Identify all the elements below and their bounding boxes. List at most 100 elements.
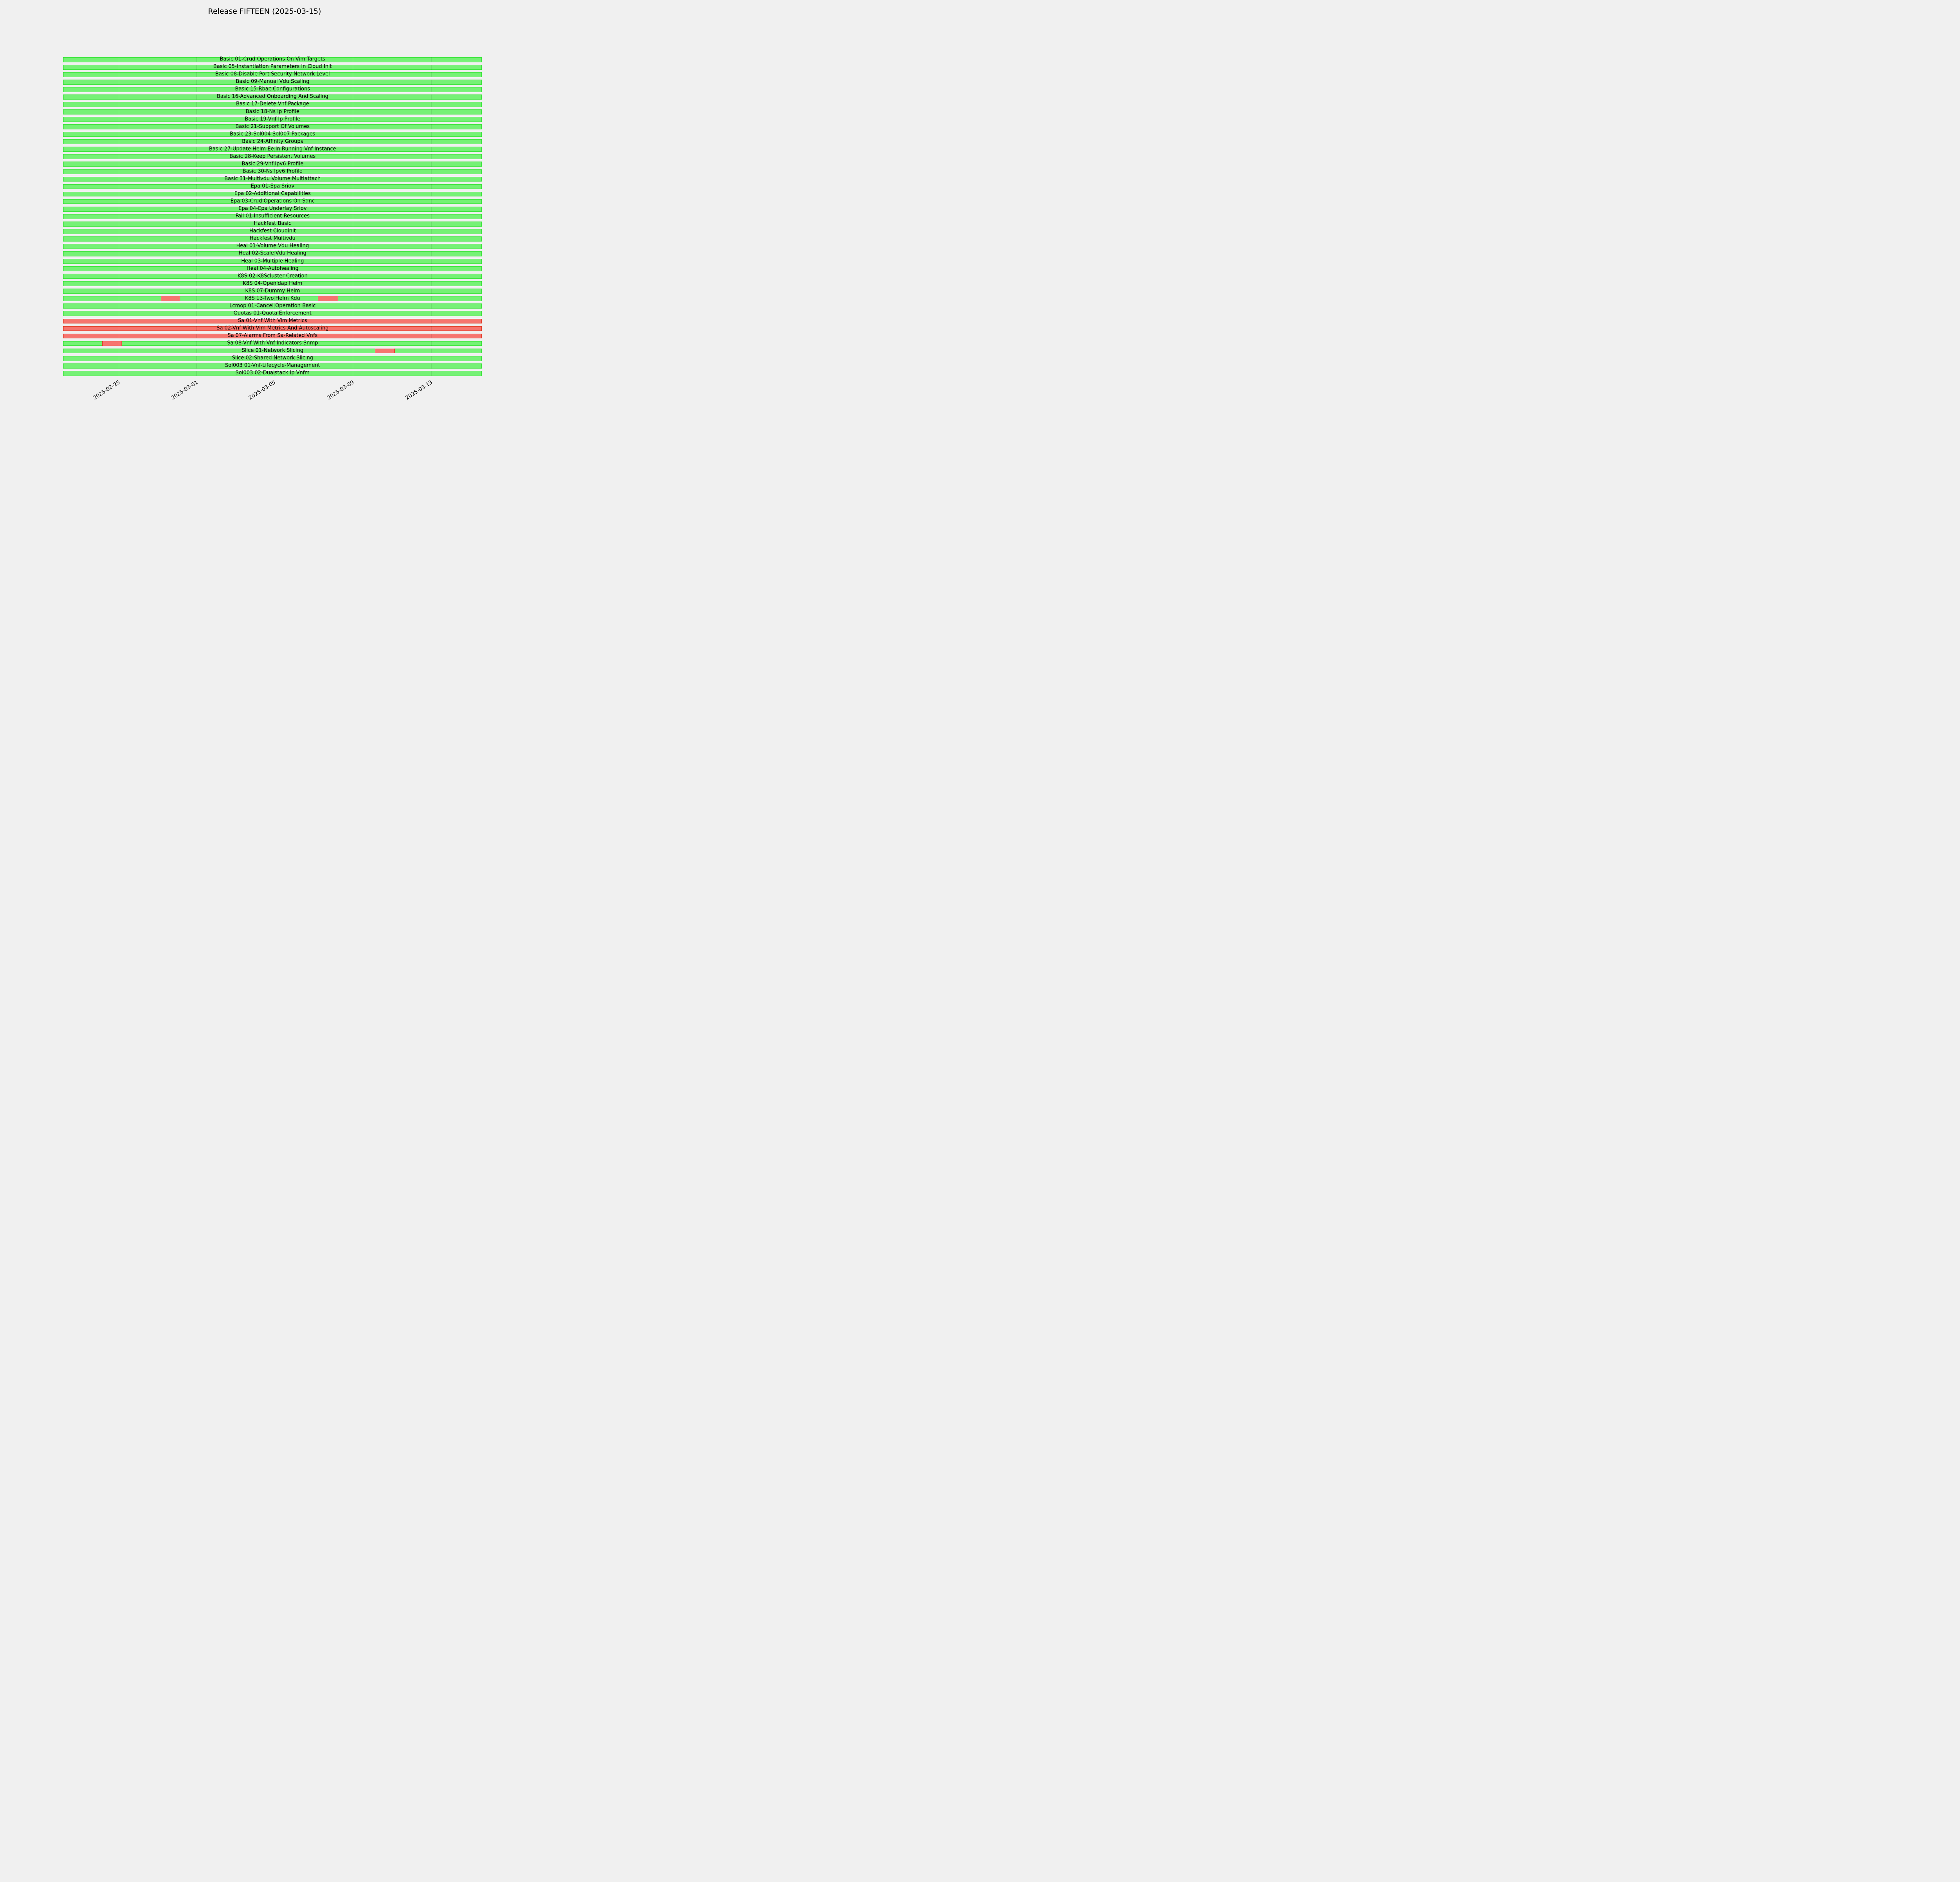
test-label: Basic 16-Advanced Onboarding And Scaling bbox=[216, 94, 328, 100]
gridline bbox=[274, 244, 275, 249]
gridline bbox=[352, 87, 354, 92]
gridline bbox=[274, 162, 275, 167]
test-row: Epa 03-Crud Operations On Sdnc bbox=[63, 198, 482, 204]
gridline bbox=[352, 169, 354, 174]
gridline bbox=[431, 214, 432, 219]
gridline bbox=[274, 64, 275, 70]
status-bar-fail bbox=[63, 326, 482, 331]
gridline bbox=[274, 229, 275, 234]
test-label: Fail 01-Insufficient Resources bbox=[235, 213, 310, 219]
status-bar-pass bbox=[63, 341, 482, 346]
test-row: Basic 18-Ns Ip Profile bbox=[63, 109, 482, 114]
test-row: Sa 02-Vnf With Vim Metrics And Autoscali… bbox=[63, 325, 482, 331]
gridline bbox=[118, 274, 120, 279]
test-row: Basic 17-Delete Vnf Package bbox=[63, 102, 482, 107]
test-label: Epa 04-Epa Underlay Sriov bbox=[238, 205, 307, 212]
test-label: Basic 05-Instantiation Parameters In Clo… bbox=[213, 64, 332, 70]
gridline bbox=[196, 236, 197, 242]
gridline bbox=[196, 169, 197, 174]
gridline bbox=[431, 139, 432, 145]
test-row: Sa 07-Alarms From Sa-Related Vnfs bbox=[63, 333, 482, 339]
gridline bbox=[118, 57, 120, 62]
gantt-plot-area: Basic 01-Crud Operations On Vim Targets B… bbox=[63, 56, 482, 376]
gridline bbox=[196, 371, 197, 376]
gridline bbox=[274, 289, 275, 294]
gridline bbox=[118, 281, 120, 287]
test-row: Basic 23-Sol004 Sol007 Packages bbox=[63, 131, 482, 137]
gridline bbox=[431, 79, 432, 85]
gridline bbox=[352, 229, 354, 234]
test-label: Basic 17-Delete Vnf Package bbox=[236, 101, 309, 107]
gridline bbox=[118, 326, 120, 331]
gridline bbox=[118, 206, 120, 212]
gridline bbox=[274, 303, 275, 309]
gridline bbox=[431, 244, 432, 249]
gridline bbox=[274, 333, 275, 339]
status-bar-pass bbox=[63, 281, 482, 287]
test-label: Quotas 01-Quota Enforcement bbox=[233, 310, 312, 316]
test-label: Heal 01-Volume Vdu Healing bbox=[236, 243, 309, 249]
gridline bbox=[431, 259, 432, 264]
status-bar-pass bbox=[63, 79, 482, 85]
status-bar-pass bbox=[63, 303, 482, 309]
gridline bbox=[431, 221, 432, 227]
test-row: Lcmop 01-Cancel Operation Basic bbox=[63, 303, 482, 309]
gridline bbox=[431, 274, 432, 279]
chart-title: Release FIFTEEN (2025-03-15) bbox=[208, 7, 321, 16]
gridline bbox=[352, 371, 354, 376]
gridline bbox=[274, 296, 275, 302]
gridline bbox=[274, 132, 275, 137]
test-row: K8S 13-Two Helm Kdu bbox=[63, 296, 482, 302]
test-label: K8S 07-Dummy Helm bbox=[245, 288, 300, 294]
test-label: Hackfest Cloudinit bbox=[249, 228, 296, 234]
test-label: Basic 18-Ns Ip Profile bbox=[245, 109, 299, 115]
test-row: Basic 28-Keep Persistent Volumes bbox=[63, 154, 482, 160]
gridline bbox=[118, 311, 120, 316]
gridline bbox=[274, 326, 275, 331]
status-bar-pass bbox=[63, 162, 482, 167]
test-row: Basic 09-Manual Vdu Scaling bbox=[63, 79, 482, 85]
status-bar-pass bbox=[63, 64, 482, 70]
gridline bbox=[352, 206, 354, 212]
gridline bbox=[196, 72, 197, 77]
gridline bbox=[431, 206, 432, 212]
gridline bbox=[118, 102, 120, 107]
gridline bbox=[196, 132, 197, 137]
gridline bbox=[274, 206, 275, 212]
gridline bbox=[196, 296, 197, 302]
gridline bbox=[431, 57, 432, 62]
gridline bbox=[118, 289, 120, 294]
status-bar-pass bbox=[63, 251, 482, 256]
gridline bbox=[274, 109, 275, 114]
test-row: Basic 16-Advanced Onboarding And Scaling bbox=[63, 94, 482, 100]
status-bar-pass bbox=[63, 87, 482, 92]
status-bar-pass bbox=[63, 221, 482, 227]
gridline bbox=[431, 236, 432, 242]
test-row: Epa 04-Epa Underlay Sriov bbox=[63, 205, 482, 212]
gridline bbox=[196, 64, 197, 70]
test-row: K8S 07-Dummy Helm bbox=[63, 288, 482, 294]
test-row: Basic 27-Update Helm Ee In Running Vnf I… bbox=[63, 146, 482, 152]
gridline bbox=[431, 281, 432, 287]
test-label: Sol003 02-Dualstack Ip Vnfm bbox=[235, 370, 310, 376]
gridline bbox=[118, 244, 120, 249]
gridline bbox=[118, 236, 120, 242]
gridline bbox=[274, 341, 275, 346]
gridline bbox=[274, 72, 275, 77]
gridline bbox=[118, 79, 120, 85]
gridline bbox=[196, 341, 197, 346]
gridline bbox=[118, 363, 120, 369]
gridline bbox=[274, 251, 275, 256]
gridline bbox=[118, 132, 120, 137]
gridline bbox=[196, 303, 197, 309]
gridline bbox=[352, 333, 354, 339]
test-row: Basic 24-Affinity Groups bbox=[63, 139, 482, 145]
status-bar-pass bbox=[63, 311, 482, 316]
test-row: K8S 02-K8Scluster Creation bbox=[63, 273, 482, 279]
gridline bbox=[118, 333, 120, 339]
gridline bbox=[352, 318, 354, 324]
gridline bbox=[274, 236, 275, 242]
test-label: Basic 21-Support Of Volumes bbox=[235, 124, 310, 130]
status-bar-pass bbox=[63, 169, 482, 174]
gridline bbox=[431, 251, 432, 256]
